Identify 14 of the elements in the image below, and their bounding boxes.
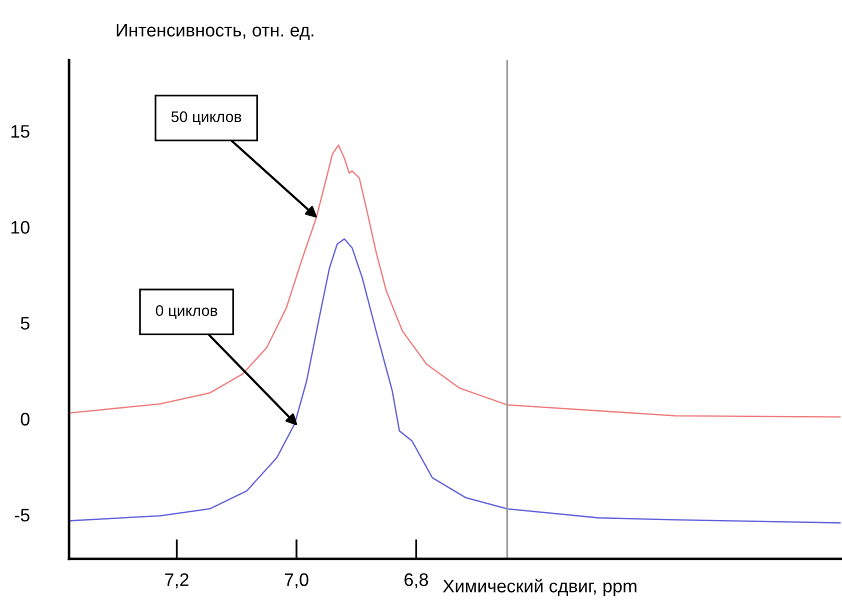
y-tick-label: 5 [20, 317, 30, 330]
y-tick-label: 15 [11, 125, 30, 138]
annotation: 50 циклов [171, 111, 242, 125]
x-axis-title: Химический сдвиг, ppm [442, 578, 636, 596]
x-tick-label: 6,8 [404, 573, 428, 588]
y-tick-label: -5 [14, 508, 30, 522]
y-axis-title: Интенсивность, отн. ед. [116, 24, 314, 40]
line-series [70, 238, 841, 524]
y-tick-label: 10 [11, 220, 30, 234]
x-tick-label: 7,0 [284, 573, 308, 588]
annotation: 0 циклов [156, 305, 218, 319]
y-tick-label: 0 [20, 412, 30, 426]
line-series [70, 144, 841, 418]
x-tick-label: 7,2 [165, 573, 188, 588]
